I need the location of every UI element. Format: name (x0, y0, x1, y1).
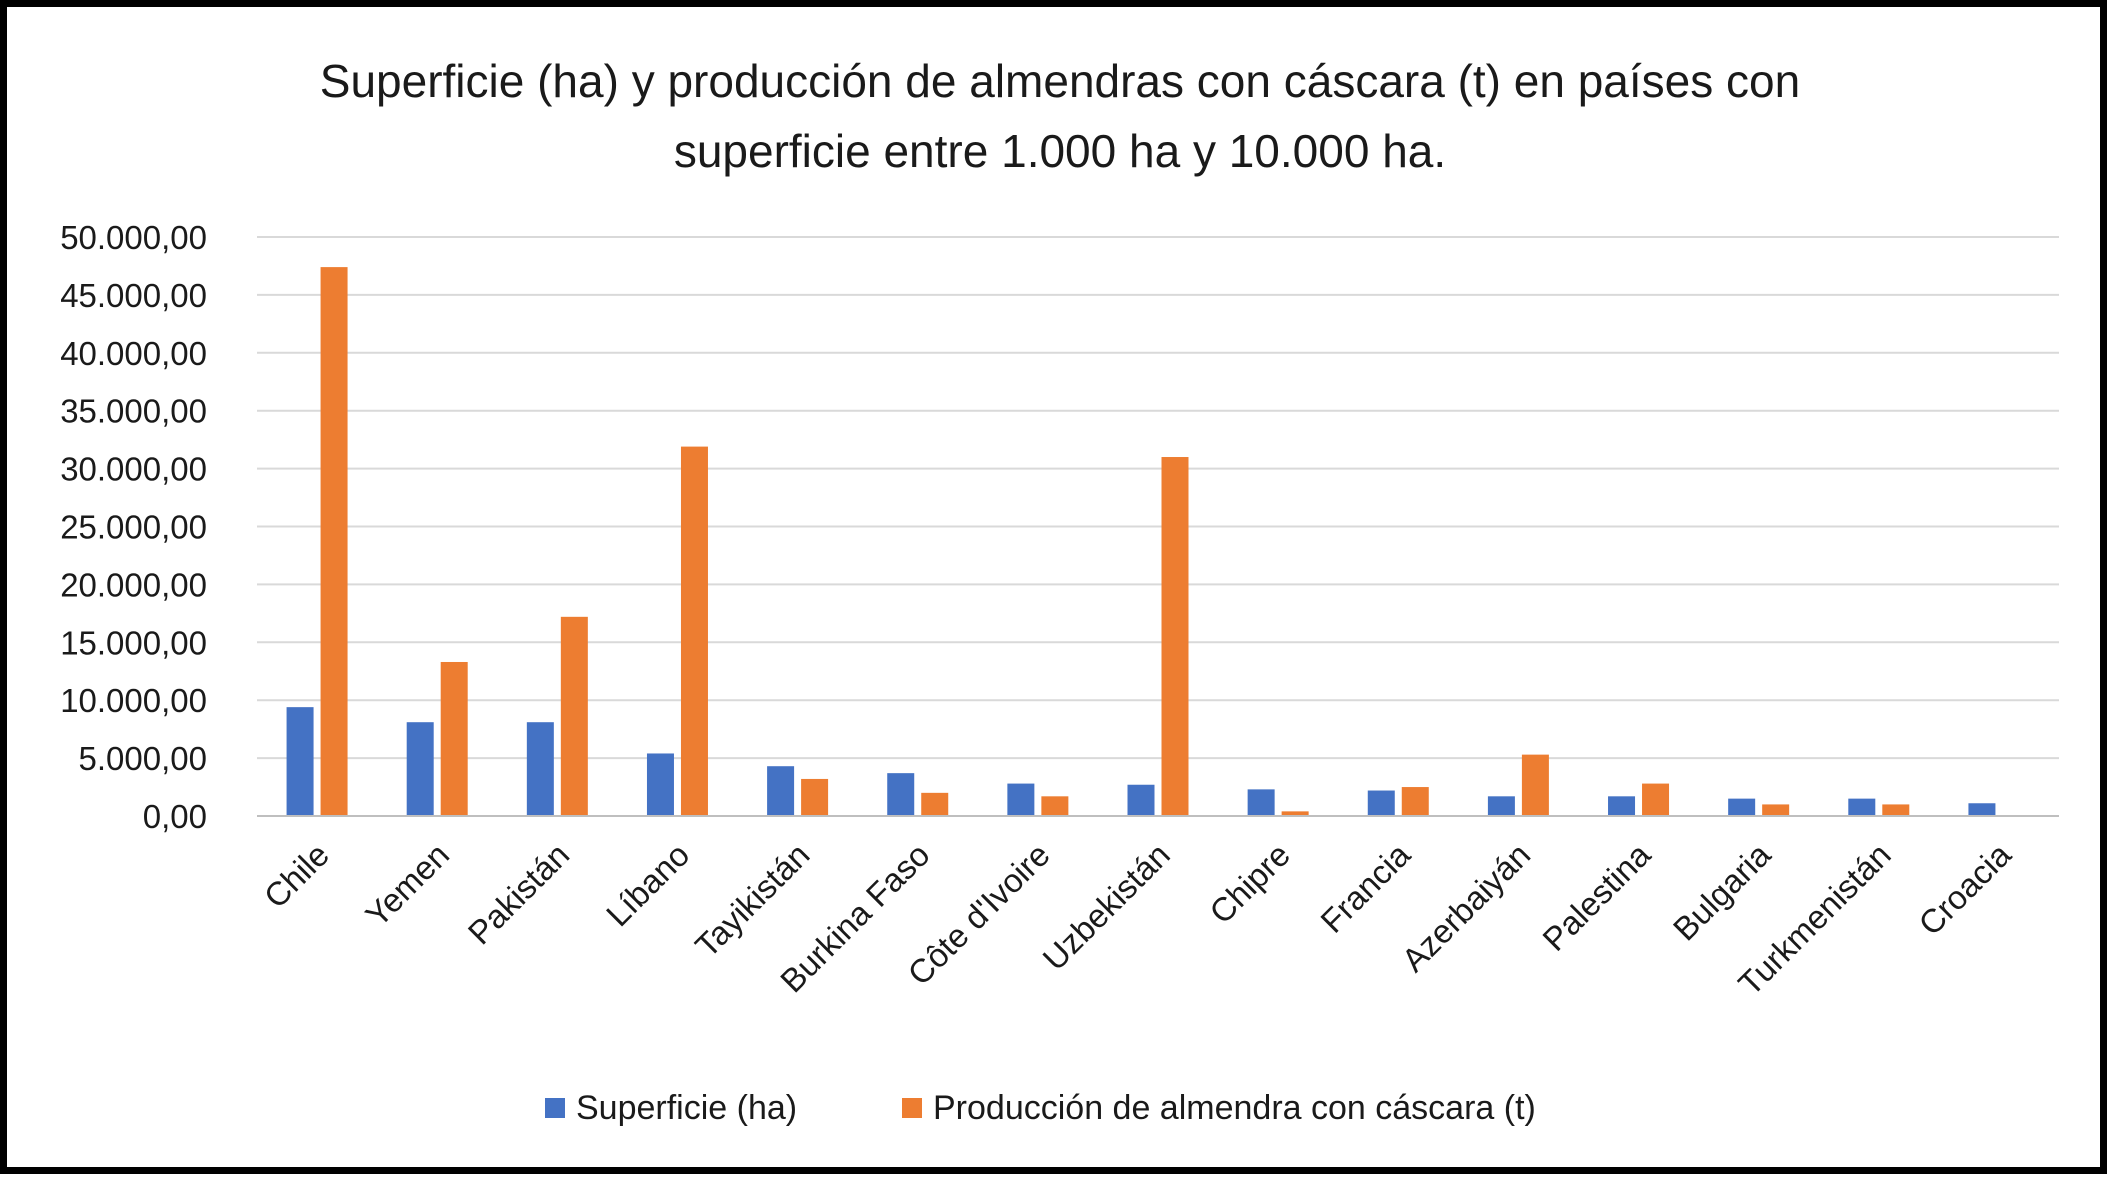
bar-superficie-8 (1247, 789, 1275, 816)
y-axis-ticks: 0,00 5.000,00 10.000,00 15.000,00 20.000,00 2… (60, 219, 207, 835)
x-axis-ticks: Chile Yemen Pakistán LíbanoTayikistánBurkin… (257, 835, 2019, 1002)
bar-produccion-6 (1041, 796, 1069, 816)
bar-produccion-5 (921, 792, 949, 816)
bar-superficie-11 (1608, 796, 1636, 816)
x-tick-label: Azerbaiyán (1394, 836, 1537, 979)
x-tick-label: Chile (257, 836, 336, 915)
bar-produccion-4 (801, 778, 829, 816)
y-tick-label: 5.000,00 (79, 740, 207, 777)
bar-superficie-3 (646, 753, 674, 816)
bar-produccion-10 (1521, 754, 1549, 816)
bar-produccion-9 (1401, 787, 1429, 816)
x-tick-label: Líbano (599, 836, 697, 934)
x-tick-label: Yemen (358, 836, 456, 934)
y-tick-label: 10.000,00 (60, 682, 207, 719)
y-tick-label: 45.000,00 (60, 277, 207, 314)
x-tick-label: Pakistán (461, 836, 577, 952)
bars (286, 267, 1996, 816)
bar-superficie-5 (887, 773, 915, 816)
chart-title-line-2: superficie entre 1.000 ha y 10.000 ha. (674, 125, 1446, 177)
bar-produccion-1 (440, 661, 468, 816)
bar-produccion-7 (1161, 457, 1189, 816)
bar-produccion-8 (1281, 811, 1309, 816)
x-tick-label: Chipre (1202, 836, 1297, 931)
x-tick-label: Francia (1313, 835, 1417, 939)
chart-title-line-1: Superficie (ha) y producción de almendra… (320, 55, 1800, 107)
bar-produccion-3 (680, 446, 708, 816)
y-tick-label: 35.000,00 (60, 393, 207, 430)
legend-label-superficie: Superficie (ha) (576, 1089, 797, 1127)
gridlines (257, 236, 2059, 760)
y-tick-label: 25.000,00 (60, 509, 207, 546)
x-tick-label: Tayikistán (688, 836, 817, 965)
y-tick-label: 15.000,00 (60, 624, 207, 661)
y-tick-label: 50.000,00 (60, 219, 207, 256)
bar-produccion-13 (1882, 804, 1910, 816)
legend-label-produccion: Producción de almendra con cáscara (t) (933, 1089, 1536, 1127)
bar-superficie-10 (1487, 796, 1515, 816)
bar-produccion-12 (1762, 804, 1790, 816)
x-tick-label: Croacia (1911, 835, 2018, 942)
x-tick-label: Bulgaria (1666, 835, 1778, 947)
y-tick-label: 40.000,00 (60, 335, 207, 372)
x-tick-label: Uzbekistán (1035, 836, 1177, 978)
bar-superficie-9 (1367, 790, 1395, 816)
legend: Superficie (ha) Producción de almendra c… (545, 1089, 1536, 1127)
bar-superficie-13 (1848, 798, 1876, 816)
bar-produccion-0 (320, 267, 348, 816)
y-tick-label: 0,00 (143, 798, 207, 835)
bar-superficie-12 (1728, 798, 1756, 816)
x-tick-label: Palestina (1535, 835, 1658, 958)
y-tick-label: 30.000,00 (60, 451, 207, 488)
bar-produccion-2 (560, 616, 588, 816)
legend-swatch-produccion (902, 1098, 922, 1118)
bar-superficie-2 (526, 722, 554, 816)
y-tick-label: 20.000,00 (60, 566, 207, 603)
chart-canvas: Superficie (ha) y producción de almendra… (60, 55, 2059, 1127)
bar-superficie-7 (1127, 784, 1155, 816)
legend-swatch-superficie (545, 1098, 565, 1118)
bar-superficie-6 (1007, 783, 1035, 816)
bar-superficie-0 (286, 707, 314, 816)
bar-superficie-14 (1968, 803, 1996, 816)
bar-superficie-1 (406, 722, 434, 816)
bar-produccion-11 (1642, 783, 1670, 816)
bar-superficie-4 (767, 766, 795, 816)
